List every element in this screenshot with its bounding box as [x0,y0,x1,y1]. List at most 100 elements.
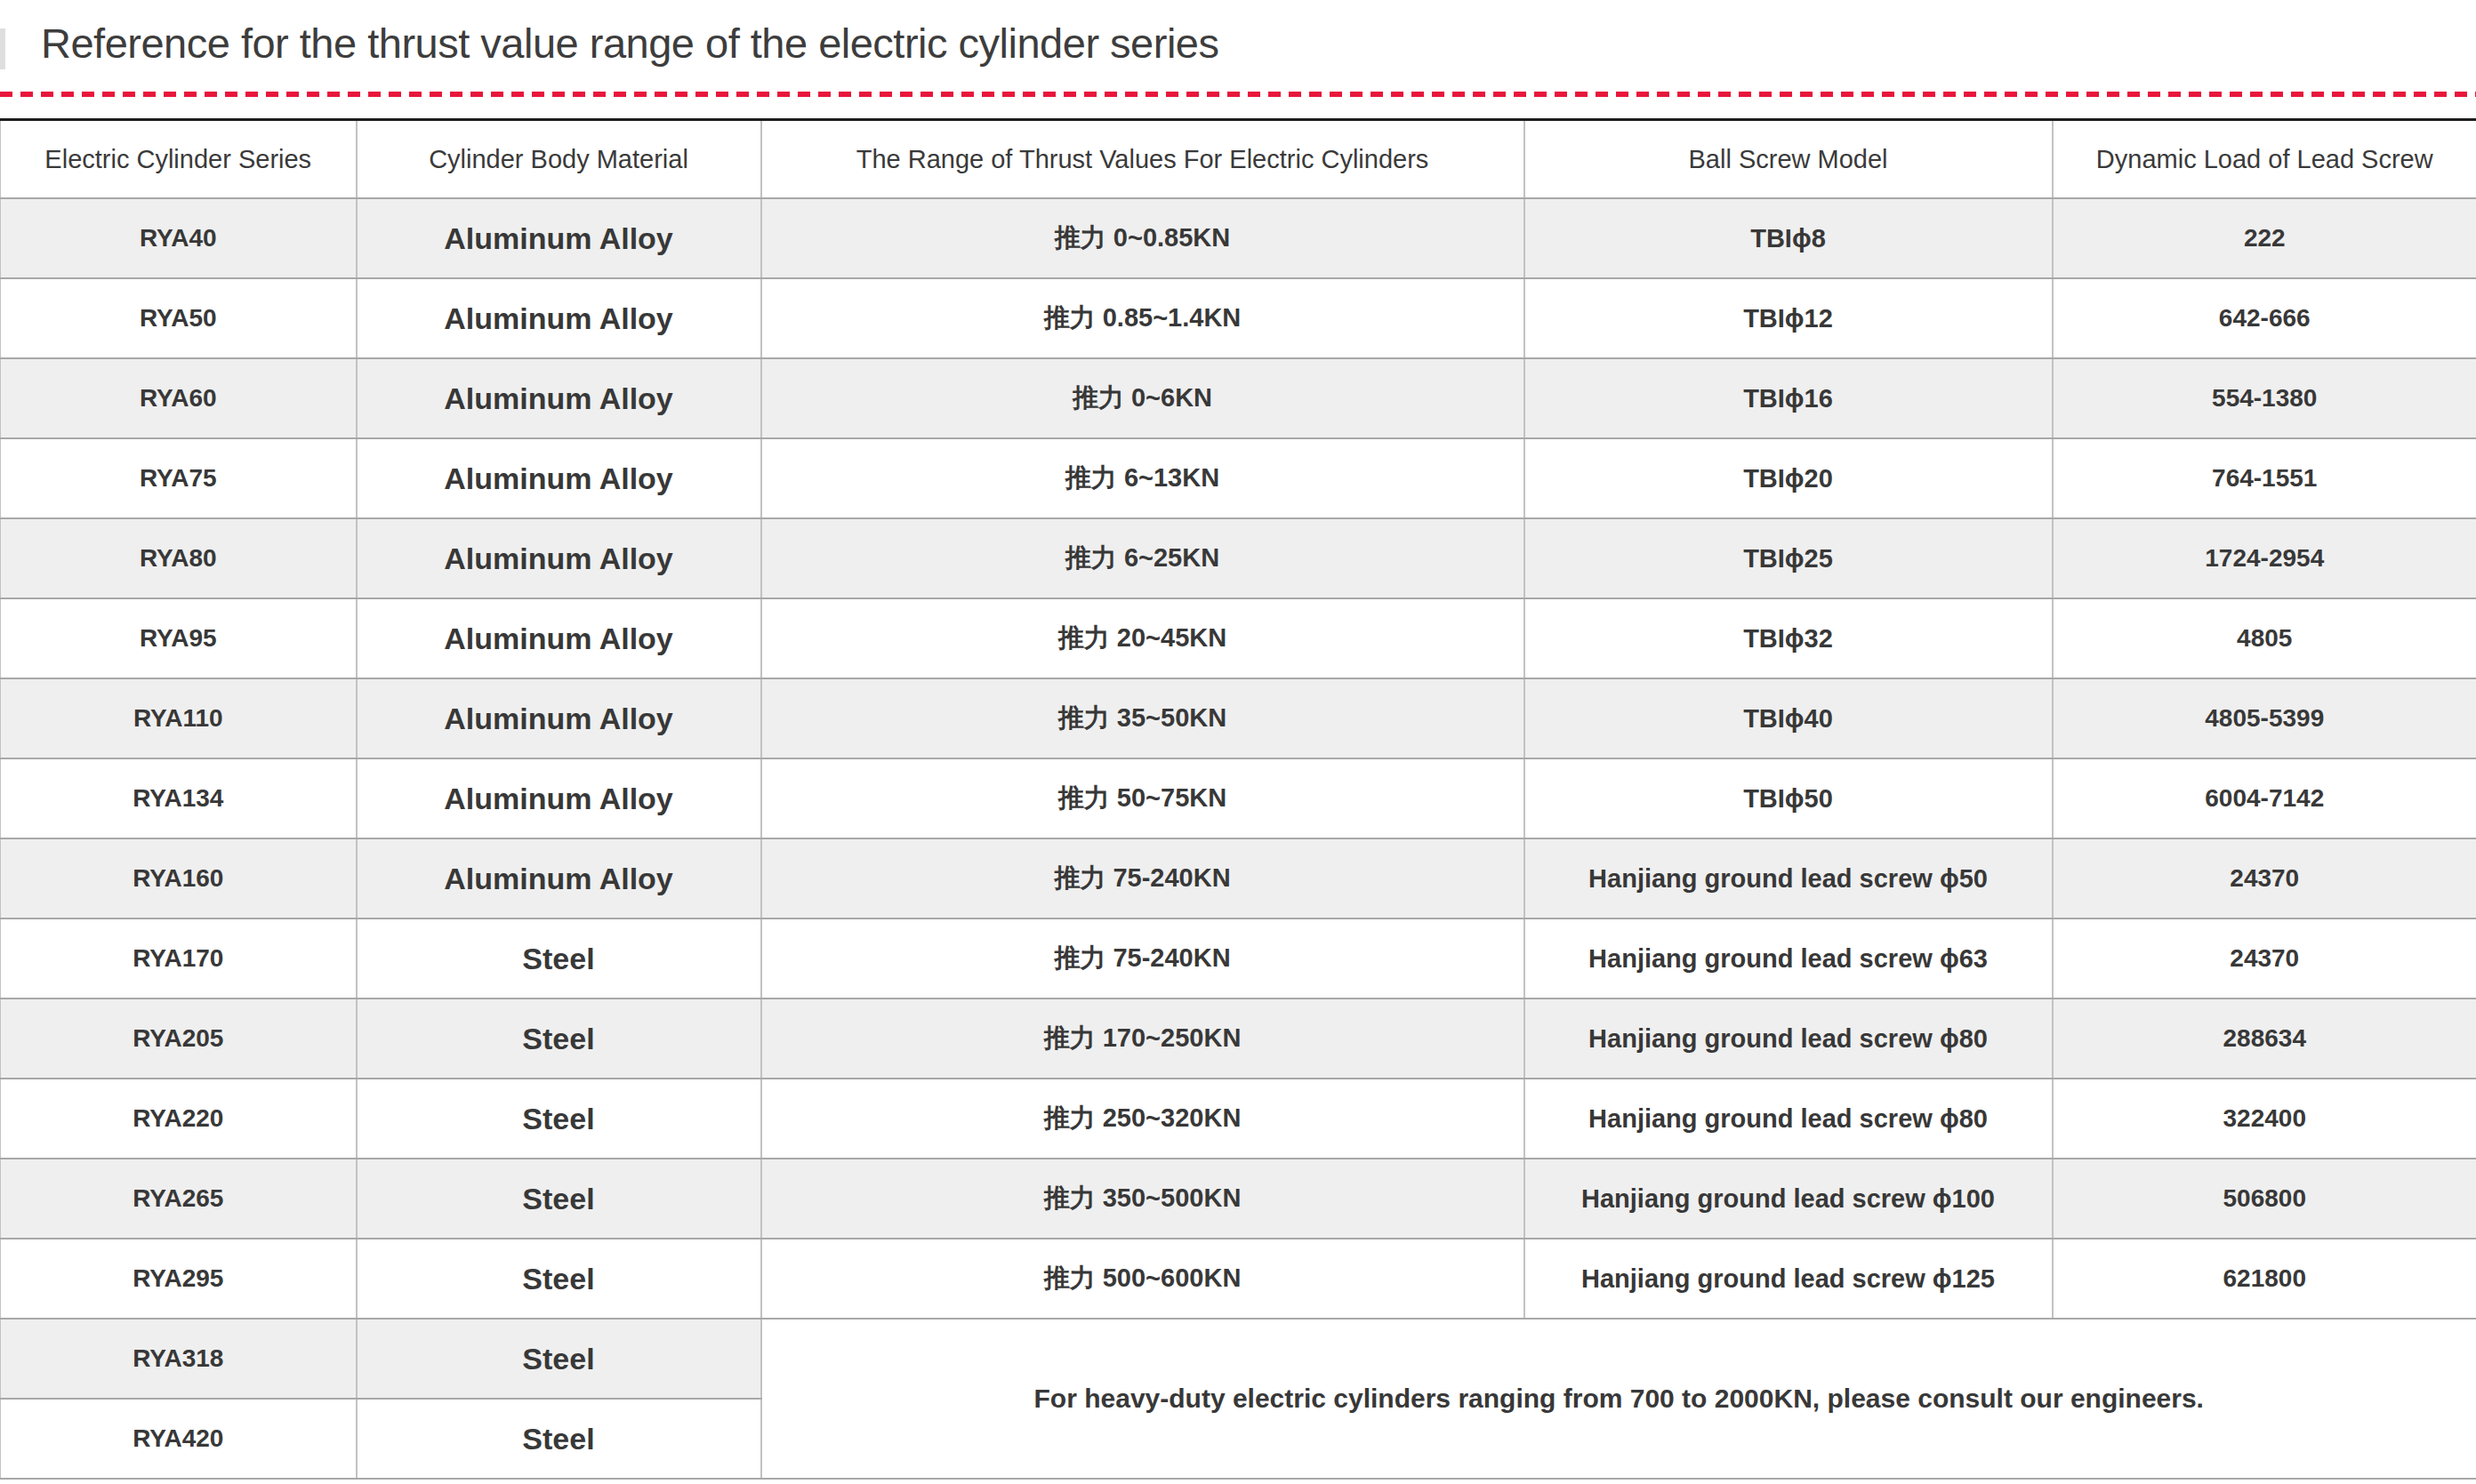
column-header-load: Dynamic Load of Lead Screw [2053,120,2476,199]
cell-ball-screw: TBIϕ20 [1524,438,2053,518]
table-body-bottom: RYA318 Steel For heavy-duty electric cyl… [1,1319,2476,1479]
cell-series: RYA60 [1,358,357,438]
page-title: Reference for the thrust value range of … [41,18,2476,69]
cell-ball-screw: TBIϕ40 [1524,678,2053,758]
cell-thrust: 推力 20~45KN [761,598,1524,678]
cell-thrust: 推力 0.85~1.4KN [761,278,1524,358]
table-row: RYA170 Steel 推力 75-240KN Hanjiang ground… [1,918,2476,999]
cell-material: Steel [357,1319,761,1399]
cell-series: RYA160 [1,838,357,918]
column-header-ball-screw: Ball Screw Model [1524,120,2053,199]
red-dashed-divider [0,92,2476,97]
cell-load: 24370 [2053,838,2476,918]
cell-series: RYA50 [1,278,357,358]
cell-load: 322400 [2053,1079,2476,1159]
cell-material: Aluminum Alloy [357,758,761,838]
cell-thrust: 推力 250~320KN [761,1079,1524,1159]
cell-series: RYA295 [1,1239,357,1319]
cell-load: 506800 [2053,1159,2476,1239]
cell-series: RYA265 [1,1159,357,1239]
cell-material: Aluminum Alloy [357,278,761,358]
cell-thrust: 推力 6~13KN [761,438,1524,518]
cell-load: 6004-7142 [2053,758,2476,838]
cell-material: Steel [357,918,761,999]
cell-load: 4805 [2053,598,2476,678]
cell-load: 764-1551 [2053,438,2476,518]
cell-ball-screw: TBIϕ12 [1524,278,2053,358]
table-row: RYA40 Aluminum Alloy 推力 0~0.85KN TBIϕ8 2… [1,198,2476,278]
table-row: RYA75 Aluminum Alloy 推力 6~13KN TBIϕ20 76… [1,438,2476,518]
cell-thrust: 推力 6~25KN [761,518,1524,598]
cell-ball-screw: Hanjiang ground lead screw ϕ80 [1524,1079,2053,1159]
cell-series: RYA40 [1,198,357,278]
cell-ball-screw: TBIϕ50 [1524,758,2053,838]
cell-load: 554-1380 [2053,358,2476,438]
table-row: RYA318 Steel For heavy-duty electric cyl… [1,1319,2476,1399]
column-header-series: Electric Cylinder Series [1,120,357,199]
thrust-reference-table: Electric Cylinder Series Cylinder Body M… [0,118,2476,1480]
cell-ball-screw: Hanjiang ground lead screw ϕ80 [1524,999,2053,1079]
cell-load: 24370 [2053,918,2476,999]
cell-series: RYA318 [1,1319,357,1399]
cell-series: RYA220 [1,1079,357,1159]
cell-load: 4805-5399 [2053,678,2476,758]
cell-load: 222 [2053,198,2476,278]
cell-ball-screw: TBIϕ8 [1524,198,2053,278]
cell-ball-screw: TBIϕ25 [1524,518,2053,598]
table-row: RYA110 Aluminum Alloy 推力 35~50KN TBIϕ40 … [1,678,2476,758]
cell-material: Steel [357,1079,761,1159]
cell-material: Steel [357,1239,761,1319]
cell-load: 642-666 [2053,278,2476,358]
table-row: RYA295 Steel 推力 500~600KN Hanjiang groun… [1,1239,2476,1319]
cell-ball-screw: Hanjiang ground lead screw ϕ63 [1524,918,2053,999]
cell-load: 288634 [2053,999,2476,1079]
title-area: Reference for the thrust value range of … [0,0,2476,73]
cell-thrust: 推力 500~600KN [761,1239,1524,1319]
cell-series: RYA75 [1,438,357,518]
cell-series: RYA110 [1,678,357,758]
cell-series: RYA170 [1,918,357,999]
heavy-duty-note: For heavy-duty electric cylinders rangin… [761,1319,2476,1479]
cell-thrust: 推力 50~75KN [761,758,1524,838]
cell-ball-screw: TBIϕ32 [1524,598,2053,678]
table-row: RYA265 Steel 推力 350~500KN Hanjiang groun… [1,1159,2476,1239]
cell-material: Aluminum Alloy [357,438,761,518]
table-row: RYA220 Steel 推力 250~320KN Hanjiang groun… [1,1079,2476,1159]
table-row: RYA205 Steel 推力 170~250KN Hanjiang groun… [1,999,2476,1079]
cell-load: 621800 [2053,1239,2476,1319]
title-left-mark [0,28,5,69]
cell-series: RYA95 [1,598,357,678]
cell-material: Aluminum Alloy [357,358,761,438]
cell-ball-screw: Hanjiang ground lead screw ϕ50 [1524,838,2053,918]
cell-series: RYA205 [1,999,357,1079]
table-row: RYA50 Aluminum Alloy 推力 0.85~1.4KN TBIϕ1… [1,278,2476,358]
cell-material: Aluminum Alloy [357,598,761,678]
cell-thrust: 推力 0~6KN [761,358,1524,438]
cell-thrust: 推力 350~500KN [761,1159,1524,1239]
cell-ball-screw: Hanjiang ground lead screw ϕ100 [1524,1159,2053,1239]
cell-material: Steel [357,1159,761,1239]
cell-material: Steel [357,1399,761,1479]
column-header-material: Cylinder Body Material [357,120,761,199]
cell-material: Aluminum Alloy [357,198,761,278]
cell-material: Aluminum Alloy [357,838,761,918]
cell-ball-screw: TBIϕ16 [1524,358,2053,438]
cell-series: RYA80 [1,518,357,598]
header-row: Electric Cylinder Series Cylinder Body M… [1,120,2476,199]
cell-thrust: 推力 75-240KN [761,838,1524,918]
cell-material: Steel [357,999,761,1079]
cell-thrust: 推力 170~250KN [761,999,1524,1079]
cell-material: Aluminum Alloy [357,518,761,598]
cell-ball-screw: Hanjiang ground lead screw ϕ125 [1524,1239,2053,1319]
table-body: RYA40 Aluminum Alloy 推力 0~0.85KN TBIϕ8 2… [1,198,2476,1319]
table-row: RYA95 Aluminum Alloy 推力 20~45KN TBIϕ32 4… [1,598,2476,678]
cell-series: RYA134 [1,758,357,838]
cell-load: 1724-2954 [2053,518,2476,598]
cell-thrust: 推力 75-240KN [761,918,1524,999]
table-row: RYA160 Aluminum Alloy 推力 75-240KN Hanjia… [1,838,2476,918]
table-row: RYA134 Aluminum Alloy 推力 50~75KN TBIϕ50 … [1,758,2476,838]
cell-material: Aluminum Alloy [357,678,761,758]
cell-thrust: 推力 35~50KN [761,678,1524,758]
table-header: Electric Cylinder Series Cylinder Body M… [1,120,2476,199]
column-header-thrust: The Range of Thrust Values For Electric … [761,120,1524,199]
